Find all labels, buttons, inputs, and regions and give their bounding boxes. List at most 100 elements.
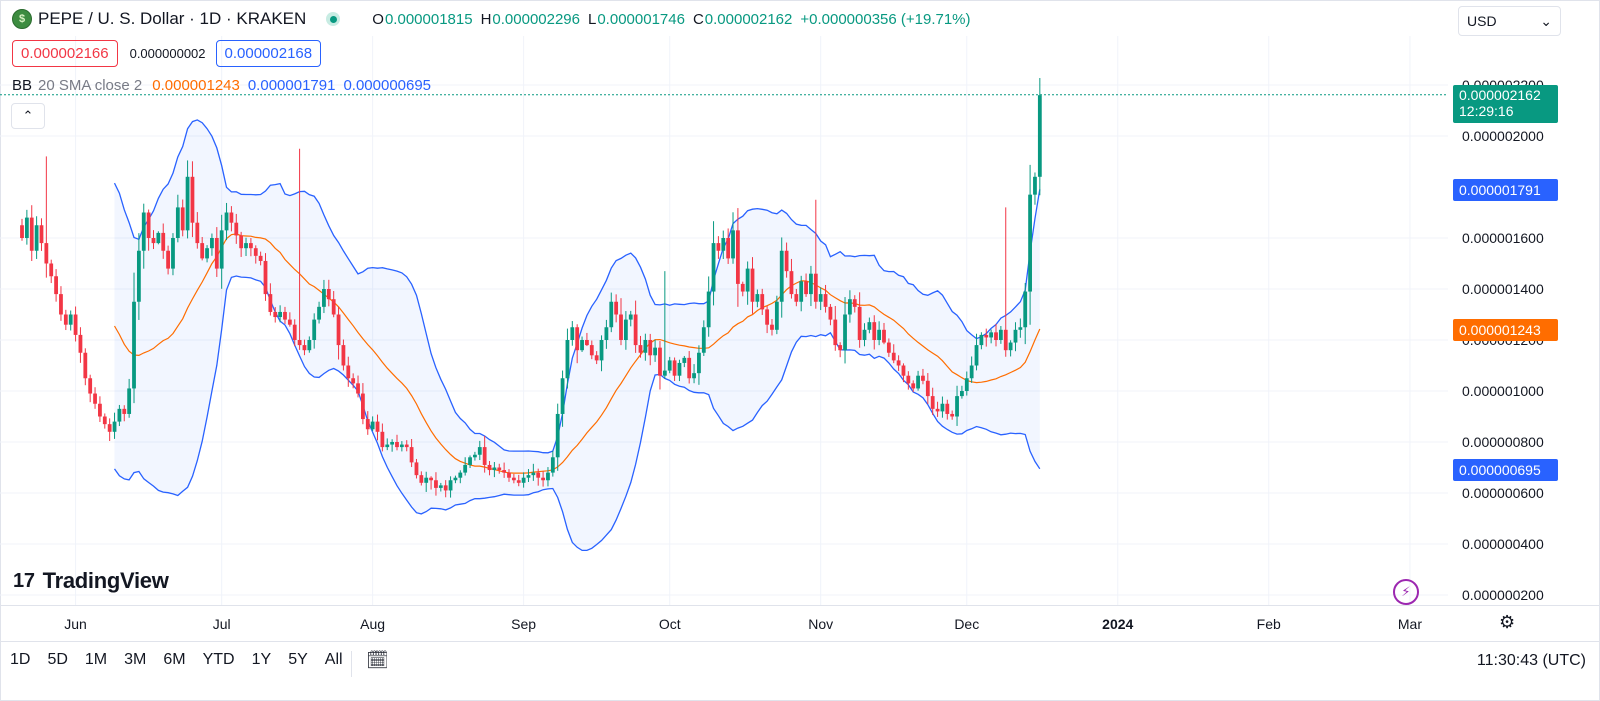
- candle-body: [473, 454, 477, 458]
- candle-body: [580, 340, 584, 351]
- candle-body: [380, 431, 385, 448]
- candle-body: [117, 408, 122, 422]
- candle-body: [278, 311, 283, 318]
- candle-body: [813, 273, 818, 302]
- candles: [20, 78, 1042, 498]
- candle-body: [969, 365, 974, 379]
- spread-value: 0.000000002: [129, 46, 206, 61]
- candle-body: [784, 250, 789, 272]
- upper-band-label: 0.000001791: [1453, 179, 1558, 201]
- indicator-legend[interactable]: BB 20 SMA close 2 0.000001243 0.00000179…: [12, 77, 431, 94]
- indicator-params: 20 SMA close 2: [38, 77, 143, 94]
- x-tick-label: Jul: [213, 616, 231, 632]
- range-5d[interactable]: 5D: [47, 651, 68, 668]
- candle-body: [1018, 327, 1023, 330]
- candle-body: [73, 314, 78, 335]
- candle-body: [224, 212, 229, 231]
- price-chart[interactable]: 0.0000022000.0000020000.0000016000.00000…: [0, 0, 1600, 641]
- candle-body: [848, 299, 852, 315]
- candle-body: [210, 238, 214, 249]
- candle-body: [195, 222, 200, 244]
- lightning-icon[interactable]: ⚡︎: [1393, 579, 1419, 605]
- candle-body: [229, 212, 234, 223]
- candle-body: [287, 319, 292, 325]
- x-tick-label: Jun: [64, 616, 87, 632]
- candle-body: [88, 378, 93, 394]
- candle-body: [283, 311, 287, 320]
- candle-body: [911, 383, 916, 389]
- candle-body: [234, 222, 239, 236]
- utc-clock[interactable]: 11:30:43 (UTC): [1476, 652, 1586, 669]
- candle-body: [458, 472, 463, 478]
- tradingview-watermark[interactable]: 17 TradingView: [13, 568, 169, 594]
- candle-body: [375, 421, 380, 432]
- range-1d[interactable]: 1D: [10, 651, 31, 668]
- candle-body: [434, 480, 438, 488]
- candle-body: [1008, 342, 1013, 351]
- candle-body: [750, 268, 755, 302]
- candle-body: [804, 281, 808, 295]
- candle-body: [132, 301, 136, 389]
- candle-body: [604, 327, 609, 340]
- candle-body: [419, 475, 424, 483]
- candle-body: [799, 281, 804, 302]
- candle-body: [599, 340, 604, 361]
- buy-price-button[interactable]: 0.000002168: [215, 40, 322, 67]
- x-tick-label: Mar: [1398, 616, 1422, 632]
- candle-body: [341, 345, 346, 366]
- candle-body: [794, 294, 799, 302]
- candle-body: [356, 383, 360, 394]
- y-tick-label: 0.000001400: [1462, 281, 1544, 297]
- candle-body: [809, 273, 813, 295]
- candle-body: [682, 357, 687, 363]
- candle-body: [166, 250, 170, 269]
- candle-body: [54, 276, 58, 295]
- range-1m[interactable]: 1M: [84, 651, 108, 668]
- candle-body: [98, 403, 102, 417]
- candle-body: [68, 314, 73, 325]
- candle-body: [731, 230, 735, 259]
- x-tick-label: Nov: [808, 616, 833, 632]
- candle-body: [244, 243, 248, 249]
- candle-body: [1028, 194, 1032, 292]
- candle-body: [1033, 176, 1037, 195]
- candle-body: [273, 311, 278, 318]
- range-ytd[interactable]: YTD: [202, 651, 235, 668]
- candle-body: [677, 362, 682, 376]
- symbol-title[interactable]: PEPE / U. S. Dollar · 1D · KRAKEN: [38, 9, 307, 28]
- candle-body: [448, 480, 453, 491]
- currency-select[interactable]: USD ⌄: [1458, 6, 1561, 36]
- date-range-icon[interactable]: 🗓︎: [366, 650, 389, 670]
- gear-icon[interactable]: ⚙︎: [1499, 612, 1516, 632]
- candle-body: [492, 467, 497, 471]
- range-1y[interactable]: 1Y: [251, 651, 272, 668]
- candle-body: [619, 314, 623, 340]
- collapse-legend-button[interactable]: ⌃: [11, 103, 45, 129]
- candle-body: [331, 299, 336, 315]
- x-tick-label: Dec: [954, 616, 979, 632]
- range-all[interactable]: All: [324, 651, 343, 668]
- range-3m[interactable]: 3M: [124, 651, 147, 668]
- candle-body: [171, 238, 175, 269]
- candle-body: [258, 255, 263, 261]
- candle-body: [302, 345, 307, 351]
- candle-body: [429, 477, 433, 481]
- candle-body: [984, 334, 989, 338]
- range-6m[interactable]: 6M: [163, 651, 186, 668]
- candle-body: [156, 232, 161, 244]
- candle-body: [638, 345, 643, 353]
- candle-body: [667, 360, 672, 371]
- range-5y[interactable]: 5Y: [288, 651, 308, 668]
- candle-body: [136, 250, 141, 302]
- candle-body: [711, 243, 716, 292]
- candle-body: [248, 243, 253, 249]
- candle-body: [502, 470, 507, 473]
- candle-body: [609, 301, 614, 328]
- candle-body: [385, 444, 390, 448]
- candle-body: [935, 408, 940, 412]
- candle-body: [745, 268, 750, 292]
- candle-body: [468, 457, 472, 465]
- y-tick-label: 0.000002000: [1462, 128, 1544, 144]
- sell-price-button[interactable]: 0.000002166: [12, 40, 118, 67]
- candle-body: [974, 345, 979, 366]
